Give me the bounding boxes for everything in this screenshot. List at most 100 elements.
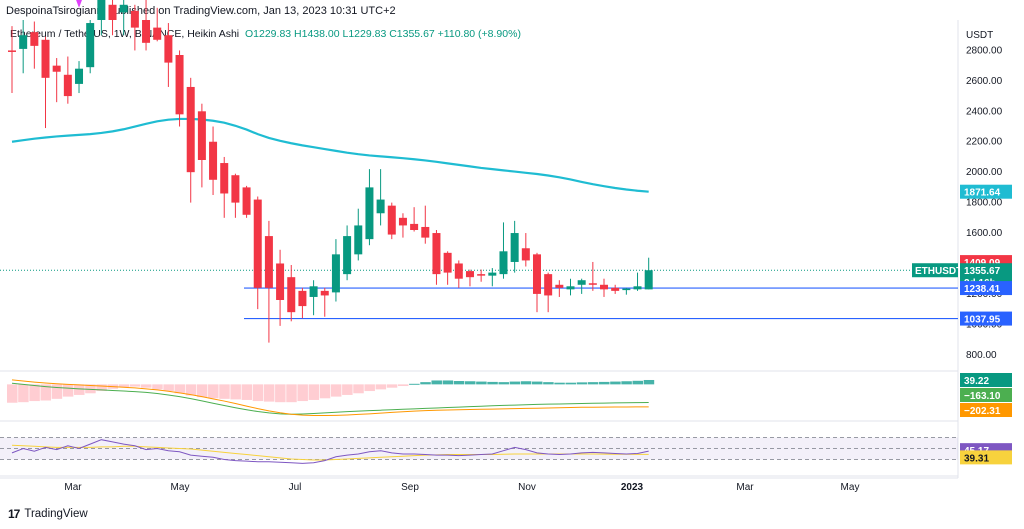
candle[interactable]: [197, 103, 206, 188]
candle[interactable]: [175, 50, 184, 127]
candle[interactable]: [331, 239, 340, 302]
candle[interactable]: [398, 213, 407, 238]
macd-signal-tag: −202.31: [964, 406, 1001, 417]
candle[interactable]: [477, 269, 486, 282]
candle[interactable]: [130, 4, 139, 51]
candle[interactable]: [63, 56, 72, 104]
candle[interactable]: [566, 278, 575, 296]
candle[interactable]: [454, 260, 463, 288]
candle[interactable]: [387, 202, 396, 240]
candle[interactable]: [8, 26, 16, 94]
price-tick-label: 2200.00: [966, 137, 1003, 148]
macd-histogram-bar: [375, 384, 387, 390]
macd-histogram-bar: [118, 384, 130, 388]
macd-histogram-bar: [7, 384, 18, 403]
candle-body: [86, 23, 95, 68]
candle[interactable]: [231, 173, 240, 218]
candle[interactable]: [410, 207, 419, 232]
candle[interactable]: [19, 20, 28, 74]
macd-line-tag-bg: [960, 388, 1012, 402]
candle[interactable]: [186, 77, 195, 203]
candle[interactable]: [220, 156, 229, 218]
candle[interactable]: [30, 21, 39, 69]
candle[interactable]: [521, 233, 530, 267]
macd-histogram-bar: [330, 384, 342, 397]
candle[interactable]: [142, 0, 151, 51]
candle[interactable]: [600, 278, 609, 297]
candle[interactable]: [622, 287, 631, 295]
candle[interactable]: [499, 222, 508, 279]
candle[interactable]: [588, 261, 597, 291]
candle[interactable]: [611, 284, 620, 294]
candle[interactable]: [86, 20, 95, 74]
candle[interactable]: [432, 230, 441, 285]
candle[interactable]: [153, 7, 162, 42]
macd-histogram-bar: [364, 384, 375, 392]
candle[interactable]: [465, 269, 474, 287]
candle-body: [465, 271, 474, 278]
candle[interactable]: [41, 36, 50, 129]
candle-body: [421, 226, 430, 238]
candle[interactable]: [555, 280, 564, 297]
macd-histogram-bar: [263, 384, 275, 402]
candle[interactable]: [532, 252, 541, 313]
macd-histogram-bar: [531, 381, 543, 385]
candle-body: [30, 32, 39, 46]
macd-histogram-bar: [319, 384, 331, 399]
candle[interactable]: [376, 169, 385, 226]
candle[interactable]: [264, 220, 273, 343]
candle[interactable]: [365, 169, 374, 246]
candle[interactable]: [320, 287, 329, 317]
candle[interactable]: [253, 196, 262, 310]
candle[interactable]: [488, 268, 497, 287]
macd-histogram-bar: [219, 384, 230, 399]
time-tick-label: May: [841, 482, 860, 493]
candle-body: [242, 187, 251, 215]
candle[interactable]: [75, 61, 84, 94]
macd-histogram-bar: [599, 381, 610, 385]
candle-body: [331, 254, 340, 293]
candle-body: [343, 236, 352, 275]
candle[interactable]: [209, 126, 218, 195]
candle[interactable]: [52, 58, 61, 103]
candle-body: [197, 111, 206, 160]
candle[interactable]: [287, 265, 296, 322]
candle[interactable]: [644, 257, 653, 290]
candle[interactable]: [309, 280, 318, 316]
candle[interactable]: [242, 185, 251, 218]
candle-body: [611, 287, 620, 291]
candle[interactable]: [354, 208, 363, 261]
macd-histogram-bar: [297, 384, 308, 402]
ohlc-values: O1229.83 H1438.00 L1229.83 C1355.67 +110…: [245, 28, 521, 40]
candle-body: [387, 205, 396, 235]
candle-body: [75, 68, 84, 84]
candle[interactable]: [343, 225, 352, 281]
time-tick-label: Sep: [401, 482, 419, 493]
candle[interactable]: [164, 23, 173, 87]
candle-body: [231, 175, 240, 203]
price-tick-label: 2000.00: [966, 167, 1003, 178]
candle[interactable]: [298, 287, 307, 319]
candle[interactable]: [577, 278, 586, 294]
candle[interactable]: [276, 249, 285, 326]
candle[interactable]: [108, 0, 117, 36]
candle-body: [499, 251, 508, 275]
macd-histogram-bar: [40, 384, 52, 401]
symbol-title[interactable]: Ethereum / TetherUS, 1W, BINANCE, Heikin…: [10, 28, 240, 40]
candle[interactable]: [510, 220, 519, 273]
candle[interactable]: [633, 272, 642, 291]
support-line-tag-bg: [960, 311, 1012, 326]
candle[interactable]: [119, 0, 128, 36]
macd-histogram-bar: [141, 384, 152, 388]
candle[interactable]: [544, 272, 553, 313]
candle-body: [622, 288, 631, 291]
candle[interactable]: [97, 0, 106, 36]
macd-histogram-bar: [275, 384, 286, 403]
candle[interactable]: [421, 205, 430, 244]
candle[interactable]: [443, 251, 452, 285]
price-tick-label: 1800.00: [966, 198, 1003, 209]
candle-body: [164, 35, 173, 63]
macd-histogram-bar: [498, 382, 509, 385]
